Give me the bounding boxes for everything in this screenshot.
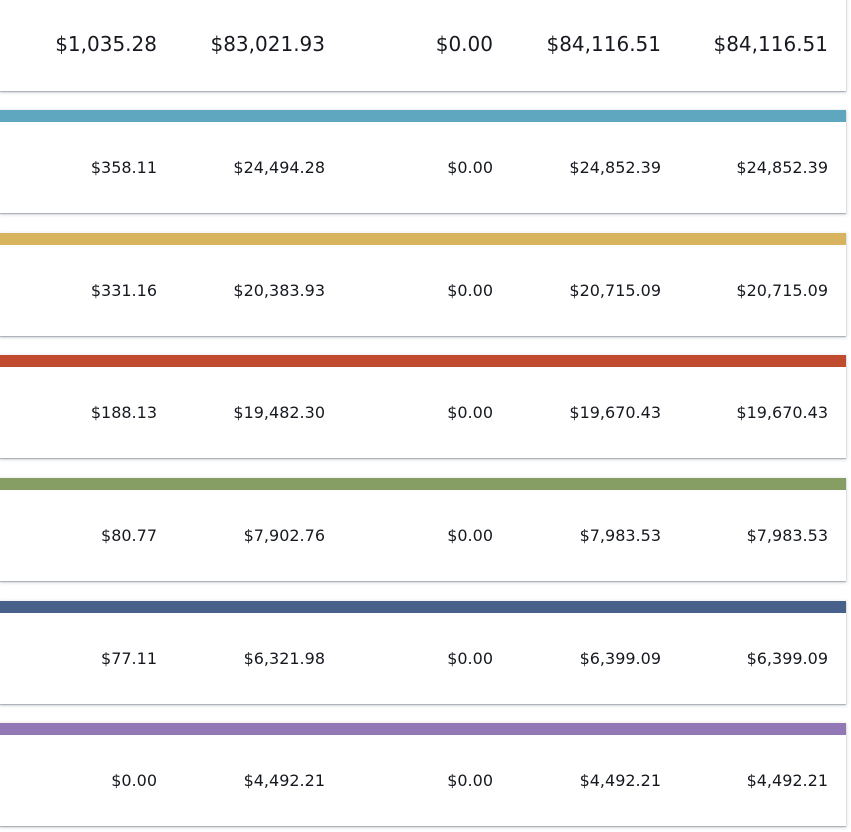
row-value: $7,983.53: [746, 526, 828, 545]
summary-value: $1,035.28: [55, 32, 157, 56]
row-value: $20,715.09: [569, 281, 661, 300]
row-value: $0.00: [447, 281, 493, 300]
row-value: $0.00: [447, 403, 493, 422]
row-value: $19,670.43: [569, 403, 661, 422]
row-color-stripe: [0, 110, 846, 122]
row-value: $6,399.09: [746, 649, 828, 668]
row-value: $331.16: [90, 281, 157, 300]
row-value: $4,492.21: [746, 771, 828, 790]
summary-card: $1,035.28 $83,021.93 $0.00 $84,116.51 $8…: [0, 0, 846, 91]
row-value: $0.00: [447, 158, 493, 177]
row-value: $6,321.98: [243, 649, 325, 668]
row-card: $358.11 $24,494.28 $0.00 $24,852.39 $24,…: [0, 110, 846, 213]
row-value: $358.11: [90, 158, 157, 177]
summary-value: $83,021.93: [210, 32, 325, 56]
row-value: $19,482.30: [233, 403, 325, 422]
row-value: $188.13: [90, 403, 157, 422]
summary-value: $0.00: [435, 32, 493, 56]
row-card: $331.16 $20,383.93 $0.00 $20,715.09 $20,…: [0, 233, 846, 336]
summary-value: $84,116.51: [713, 32, 828, 56]
row-card: $188.13 $19,482.30 $0.00 $19,670.43 $19,…: [0, 355, 846, 458]
row-color-stripe: [0, 723, 846, 735]
row-value: $77.11: [101, 649, 157, 668]
row-value: $0.00: [111, 771, 157, 790]
row-color-stripe: [0, 233, 846, 245]
row-value: $4,492.21: [579, 771, 661, 790]
row-value: $80.77: [101, 526, 157, 545]
row-value: $24,494.28: [233, 158, 325, 177]
row-card: $80.77 $7,902.76 $0.00 $7,983.53 $7,983.…: [0, 478, 846, 581]
summary-value: $84,116.51: [546, 32, 661, 56]
row-color-stripe: [0, 355, 846, 367]
row-value: $0.00: [447, 526, 493, 545]
row-card: $77.11 $6,321.98 $0.00 $6,399.09 $6,399.…: [0, 601, 846, 704]
row-value: $19,670.43: [736, 403, 828, 422]
row-color-stripe: [0, 601, 846, 613]
row-value: $20,383.93: [233, 281, 325, 300]
row-value: $7,902.76: [243, 526, 325, 545]
row-value: $0.00: [447, 649, 493, 668]
row-value: $24,852.39: [569, 158, 661, 177]
row-value: $4,492.21: [243, 771, 325, 790]
row-card: $0.00 $4,492.21 $0.00 $4,492.21 $4,492.2…: [0, 723, 846, 826]
row-color-stripe: [0, 478, 846, 490]
row-value: $0.00: [447, 771, 493, 790]
row-value: $6,399.09: [579, 649, 661, 668]
row-value: $7,983.53: [579, 526, 661, 545]
row-value: $24,852.39: [736, 158, 828, 177]
row-value: $20,715.09: [736, 281, 828, 300]
